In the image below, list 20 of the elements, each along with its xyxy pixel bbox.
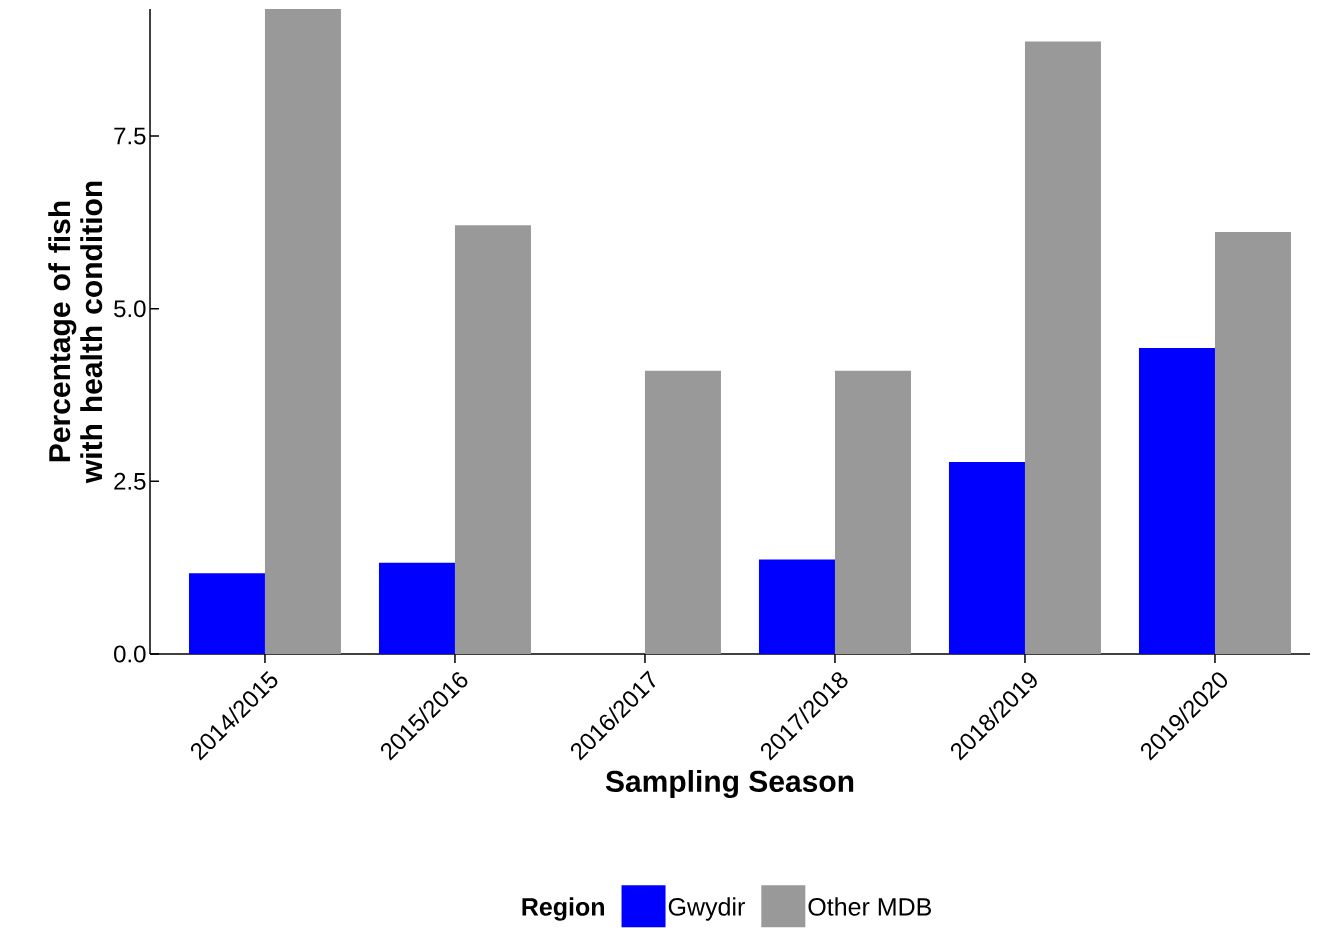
y-axis-title: Percentage of fish with health condition	[48, 181, 103, 484]
bar	[454, 225, 531, 654]
bar	[378, 562, 455, 654]
legend-label: Gwydir	[668, 897, 745, 921]
bar	[1024, 41, 1101, 654]
y-tick-label: 7.5	[114, 127, 146, 145]
bar	[758, 559, 835, 654]
bar	[188, 573, 265, 654]
bar	[1214, 232, 1291, 654]
x-axis-title: Sampling Season	[605, 769, 854, 799]
legend-title: Region	[522, 897, 604, 921]
y-tick-label: 5.0	[114, 300, 146, 318]
bar	[948, 462, 1025, 654]
bar	[834, 370, 911, 654]
legend-label: Other MDB	[808, 897, 931, 916]
y-tick-label: 0.0	[114, 645, 146, 663]
bar	[1138, 348, 1215, 654]
y-tick-label: 2.5	[114, 472, 146, 490]
bar	[644, 370, 721, 654]
bar	[264, 8, 341, 654]
